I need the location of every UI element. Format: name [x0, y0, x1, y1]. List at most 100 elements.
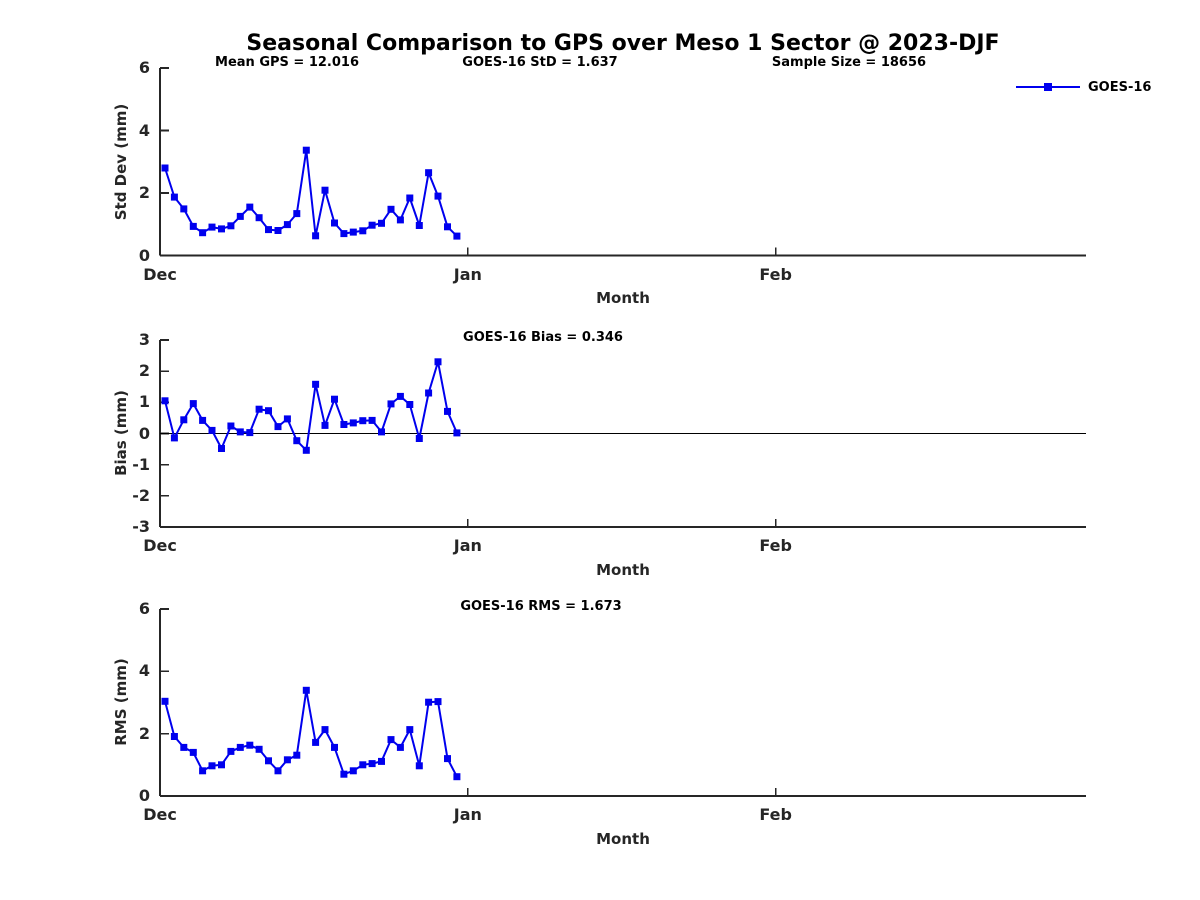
data-point-marker: [189, 748, 197, 756]
data-point-marker: [227, 422, 235, 430]
data-point-marker: [415, 222, 423, 229]
data-point-marker: [396, 392, 404, 400]
legend-line-marker-icon: [1016, 83, 1080, 91]
data-point-marker: [199, 229, 207, 237]
y-tick-label: -2: [132, 485, 150, 505]
y-tick-label: 1: [138, 392, 150, 412]
data-point-marker: [359, 417, 367, 425]
data-point-marker: [453, 773, 461, 781]
data-point-marker: [387, 205, 395, 213]
data-point-marker: [283, 756, 291, 764]
data-point-marker: [444, 223, 451, 231]
data-point-marker: [359, 227, 367, 235]
legend-label: GOES-16: [1088, 79, 1152, 95]
data-point-marker: [434, 192, 442, 200]
data-point-marker: [208, 762, 216, 770]
y-tick-label: -1: [132, 454, 150, 474]
data-point-marker: [406, 401, 414, 408]
data-point-marker: [425, 698, 433, 706]
data-point-marker: [293, 210, 301, 218]
x-tick-label: Jan: [453, 536, 482, 555]
data-point-marker: [208, 223, 216, 231]
y-tick-label: 2: [138, 183, 150, 202]
data-point-marker: [321, 186, 329, 194]
data-point-marker: [227, 747, 235, 755]
data-point-marker: [415, 762, 423, 770]
data-point-marker: [453, 232, 461, 240]
y-tick-label: 4: [138, 120, 150, 140]
data-point-marker: [246, 429, 254, 437]
y-tick-label: -3: [132, 517, 150, 536]
data-point-marker: [218, 761, 225, 769]
y-tick-label: 0: [138, 423, 150, 443]
data-point-marker: [396, 216, 404, 224]
data-point-marker: [312, 380, 320, 388]
data-point-marker: [265, 407, 272, 415]
data-point-marker: [453, 429, 461, 437]
data-point-marker: [349, 228, 357, 236]
data-point-marker: [293, 437, 301, 445]
annotation-goes16-std: GOES-16 StD = 1.637: [462, 55, 618, 70]
figure-title: Seasonal Comparison to GPS over Meso 1 S…: [246, 31, 1000, 56]
data-point-marker: [180, 416, 188, 424]
x-tick-label: Dec: [143, 264, 177, 284]
y-tick-label: 6: [138, 599, 150, 618]
data-point-marker: [180, 205, 188, 213]
y-tick-label: 6: [138, 58, 150, 77]
data-point-marker: [265, 226, 272, 234]
data-point-marker: [396, 743, 404, 751]
data-point-marker: [312, 232, 320, 240]
data-point-marker: [274, 423, 282, 431]
y-tick-label: 4: [138, 661, 150, 681]
data-point-marker: [161, 697, 169, 705]
data-point-marker: [340, 230, 348, 238]
data-point-marker: [406, 194, 414, 202]
x-tick-label: Dec: [143, 536, 177, 555]
data-point-marker: [321, 421, 329, 429]
data-point-marker: [378, 428, 385, 436]
data-point-marker: [180, 743, 188, 751]
data-point-marker: [302, 146, 310, 154]
data-point-marker: [387, 736, 395, 744]
data-point-marker: [302, 446, 310, 454]
data-point-marker: [321, 726, 329, 734]
data-point-marker: [199, 767, 207, 775]
legend: GOES-16: [1014, 79, 1151, 95]
data-point-marker: [444, 755, 451, 763]
data-point-marker: [199, 416, 207, 424]
data-point-marker: [161, 397, 169, 405]
annotation-goes16-bias: GOES-16 Bias = 0.346: [463, 330, 623, 345]
data-point-marker: [170, 434, 178, 442]
x-tick-label: Jan: [453, 805, 482, 824]
data-point-marker: [293, 751, 301, 759]
data-point-marker: [425, 169, 433, 177]
x-tick-label: Feb: [759, 805, 792, 824]
x-tick-label: Jan: [453, 264, 482, 284]
data-point-marker: [236, 743, 244, 751]
x-tick-label: Feb: [759, 264, 792, 284]
data-point-marker: [208, 426, 216, 434]
x-tick-label: Feb: [759, 536, 792, 555]
y-tick-label: 0: [138, 245, 150, 265]
data-point-marker: [368, 221, 376, 229]
data-point-marker: [340, 421, 348, 428]
data-point-marker: [246, 203, 254, 211]
data-point-marker: [331, 219, 338, 227]
data-point-marker: [378, 219, 385, 227]
x-axis-label-month-3: Month: [596, 830, 650, 848]
data-point-marker: [161, 164, 169, 172]
y-tick-label: 3: [138, 330, 150, 349]
data-point-marker: [236, 212, 244, 220]
data-point-marker: [255, 745, 263, 753]
data-point-marker: [406, 726, 414, 734]
data-point-marker: [274, 767, 282, 775]
data-point-marker: [434, 698, 442, 706]
data-point-marker: [189, 222, 197, 230]
data-point-marker: [236, 428, 244, 436]
data-point-marker: [312, 738, 320, 746]
data-point-marker: [274, 227, 282, 234]
data-point-marker: [349, 419, 357, 427]
data-point-marker: [340, 770, 348, 778]
